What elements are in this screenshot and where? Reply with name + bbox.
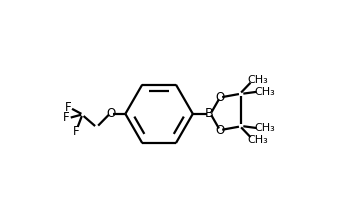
Text: CH₃: CH₃ [247, 75, 268, 85]
Text: F: F [73, 125, 79, 138]
Text: O: O [216, 124, 225, 137]
Text: CH₃: CH₃ [255, 123, 275, 133]
Text: CH₃: CH₃ [247, 135, 268, 145]
Text: CH₃: CH₃ [255, 87, 275, 97]
Text: F: F [65, 101, 71, 114]
Text: B: B [205, 107, 214, 120]
Text: F: F [63, 111, 70, 124]
Text: O: O [216, 91, 225, 104]
Text: O: O [106, 107, 115, 120]
